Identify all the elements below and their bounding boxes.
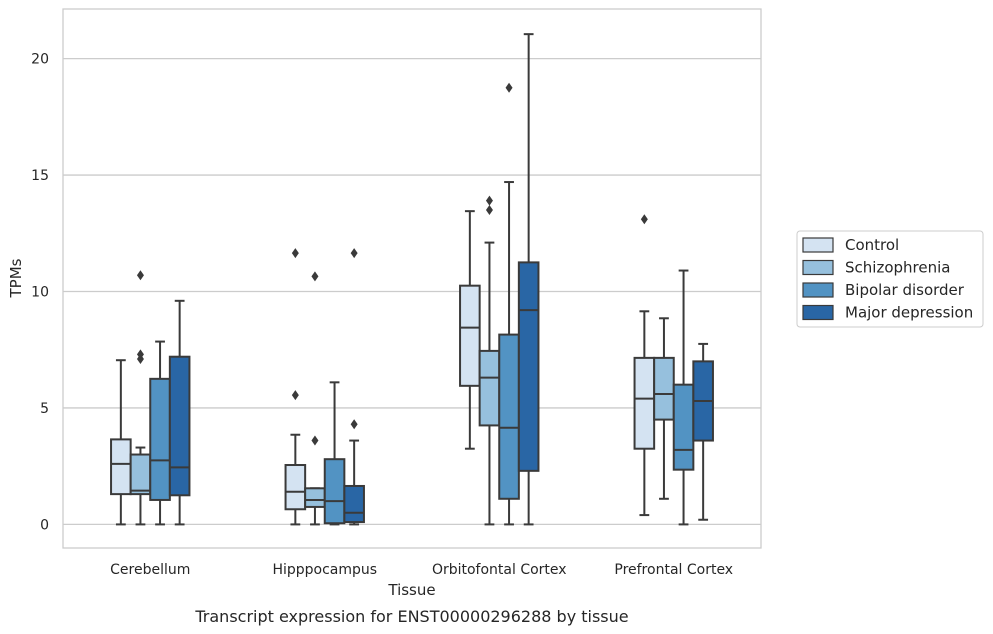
box-body — [343, 484, 365, 524]
legend-frame — [796, 230, 984, 328]
box-bipolar-disorder — [323, 381, 346, 526]
y-tick-label: 5 — [40, 401, 49, 417]
box-body — [284, 464, 307, 511]
box-schizophrenia — [478, 195, 501, 526]
y-tick-label: 20 — [31, 52, 49, 68]
x-tick-label: Prefrontal Cortex — [614, 562, 733, 578]
box-body — [517, 261, 540, 472]
chart-caption: Transcript expression for ENST0000029628… — [194, 607, 628, 626]
legend-label: Control — [845, 236, 899, 254]
legend-swatch — [802, 237, 834, 253]
legend-swatch — [802, 304, 834, 321]
box-body — [459, 284, 481, 387]
outlier-point — [350, 419, 358, 430]
box-body — [633, 356, 656, 450]
outlier-point — [136, 349, 144, 360]
y-axis-ticks: 0 5 10 15 20 — [31, 52, 49, 534]
x-tick-label: Cerebellum — [110, 562, 190, 578]
legend-label: Schizophrenia — [845, 259, 950, 277]
box-body — [478, 349, 501, 427]
outlier-point — [311, 271, 319, 282]
box-schizophrenia — [653, 317, 675, 500]
box-control — [110, 359, 132, 526]
legend-swatch — [802, 282, 834, 298]
box-body — [129, 453, 152, 496]
outlier-point — [640, 214, 648, 225]
box-series — [110, 33, 714, 526]
y-axis-label: TPMs — [7, 258, 25, 298]
box-body — [168, 355, 191, 497]
box-body — [323, 458, 346, 525]
x-tick-label: Orbitofontal Cortex — [432, 562, 567, 578]
outlier-point — [485, 204, 493, 215]
outlier-point — [350, 248, 358, 259]
box-body — [653, 356, 675, 421]
legend: Control Schizophrenia Bipolar disorder Majo… — [796, 230, 984, 328]
box-major-depression — [343, 248, 365, 526]
box-body — [149, 377, 171, 501]
box-control — [284, 248, 307, 526]
outlier-point — [485, 195, 493, 206]
outlier-point — [291, 248, 299, 259]
outlier-point — [505, 82, 513, 93]
legend-swatch — [802, 259, 834, 276]
legend-label: Bipolar disorder — [845, 281, 965, 299]
y-tick-label: 10 — [31, 285, 49, 301]
box-control — [459, 210, 481, 450]
box-body — [304, 487, 326, 508]
y-tick-label: 0 — [40, 517, 49, 533]
x-axis-ticks: Cerebellum Hipppocampus Orbitofontal Corte… — [110, 562, 733, 578]
outlier-point — [291, 390, 299, 401]
box-major-depression — [168, 299, 191, 526]
outlier-point — [136, 270, 144, 281]
y-tick-label: 15 — [31, 168, 49, 184]
outlier-point — [311, 435, 319, 446]
x-tick-label: Hipppocampus — [272, 562, 377, 578]
box-bipolar-disorder — [672, 269, 695, 526]
box-major-depression — [517, 33, 540, 526]
box-body — [498, 333, 520, 500]
box-major-depression — [692, 342, 714, 521]
x-axis-label: Tissue — [387, 581, 435, 599]
box-body — [672, 383, 695, 471]
legend-label: Major depression — [845, 304, 973, 322]
box-body — [110, 438, 132, 496]
plot-area-frame — [62, 8, 762, 549]
box-control — [633, 214, 656, 517]
